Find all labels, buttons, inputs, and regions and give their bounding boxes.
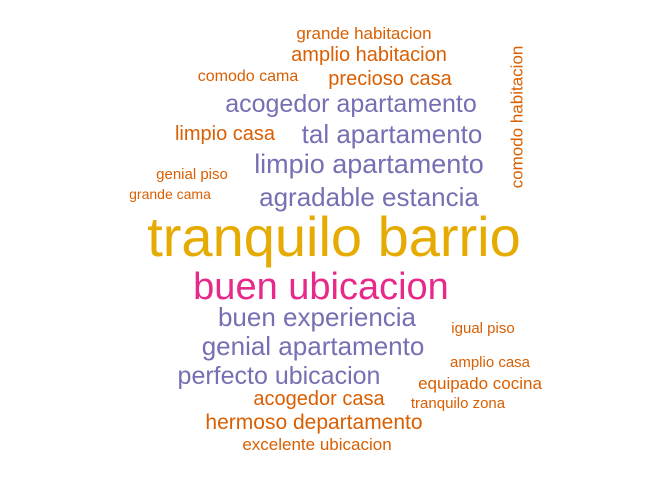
word-genial-piso: genial piso — [156, 166, 228, 183]
word-genial-apartamento: genial apartamento — [201, 331, 425, 361]
word-comodo-habitacion: comodo habitacion — [507, 45, 527, 189]
word-tranquilo-zona: tranquilo zona — [410, 395, 506, 412]
word-hermoso-departamento: hermoso departamento — [205, 411, 423, 434]
word-precioso-casa: precioso casa — [328, 68, 452, 90]
word-agradable-estancia: agradable estancia — [259, 182, 479, 212]
word-igual-piso: igual piso — [451, 320, 515, 337]
word-tal-apartamento: tal apartamento — [301, 119, 483, 149]
word-limpio-casa: limpio casa — [174, 123, 276, 145]
word-limpio-apartamento: limpio apartamento — [254, 149, 484, 179]
word-equipado-cocina: equipado cocina — [418, 374, 542, 393]
word-buen-ubicacion: buen ubicacion — [193, 266, 449, 308]
word-excelente-ubicacion: excelente ubicacion — [242, 435, 392, 454]
word-grande-habitacion: grande habitacion — [296, 24, 432, 43]
word-comodo-cama: comodo cama — [197, 68, 299, 85]
word-amplio-casa: amplio casa — [449, 354, 531, 371]
word-acogedor-apartamento: acogedor apartamento — [225, 90, 477, 118]
word-perfecto-ubicacion: perfecto ubicacion — [177, 362, 381, 390]
word-amplio-habitacion: amplio habitacion — [291, 44, 447, 66]
word-grande-cama: grande cama — [129, 186, 211, 202]
word-tranquilo-barrio: tranquilo barrio — [147, 205, 521, 268]
word-acogedor-casa: acogedor casa — [253, 388, 385, 410]
word-buen-experiencia: buen experiencia — [217, 302, 417, 332]
